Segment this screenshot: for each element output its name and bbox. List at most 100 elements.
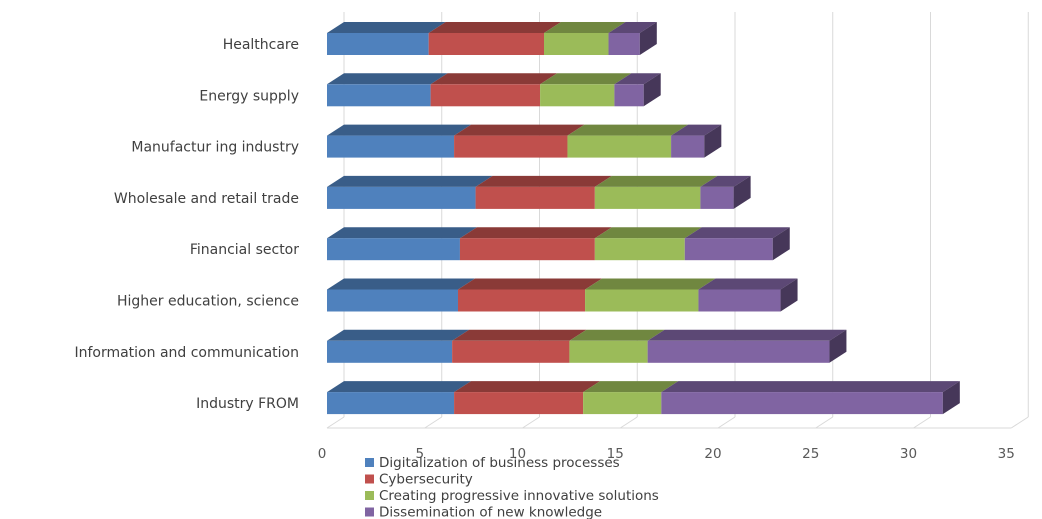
bar-segment bbox=[671, 124, 722, 158]
bar-segment bbox=[614, 73, 661, 107]
bar-segment bbox=[430, 73, 558, 107]
bar-segment-front bbox=[684, 238, 773, 261]
legend: Digitalization of business processesCybe… bbox=[365, 455, 659, 519]
legend-label: Cybersecurity bbox=[379, 472, 473, 488]
bar-segment-top bbox=[544, 22, 626, 33]
bar-segment-top bbox=[569, 329, 665, 341]
bar-segment-top bbox=[327, 329, 470, 341]
x-tick-label: 30 bbox=[900, 446, 917, 462]
x-axis-tick-labels: 0 5 10 15 20 25 30 35 bbox=[318, 446, 1015, 462]
bar-segment-front bbox=[544, 33, 609, 55]
x-tick-label: 5 bbox=[415, 446, 424, 462]
category-label: Higher education, science bbox=[117, 294, 299, 310]
floor-gridline bbox=[815, 416, 834, 429]
bar-segment bbox=[594, 227, 702, 261]
bar-segment-top bbox=[327, 227, 477, 239]
bar-segment-front bbox=[327, 135, 455, 158]
bar-segment-top bbox=[327, 73, 448, 85]
category-label: Manufactur ing industry bbox=[131, 140, 299, 156]
bar-segment-front bbox=[567, 135, 672, 158]
x-tick-label: 10 bbox=[509, 446, 526, 462]
bar-segment-top bbox=[700, 175, 751, 187]
bar-segment-top bbox=[459, 227, 612, 239]
bar-segment bbox=[661, 381, 960, 415]
bar-segment bbox=[647, 329, 847, 363]
bar-segment-front bbox=[327, 392, 455, 415]
bar-segment bbox=[684, 227, 790, 261]
bar-segment-front bbox=[327, 186, 476, 209]
bar-segment bbox=[540, 73, 632, 107]
bar-segment-front bbox=[457, 289, 586, 312]
x-tick-label: 20 bbox=[704, 446, 721, 462]
bar-segment-front bbox=[614, 84, 644, 107]
bar-segment-top bbox=[608, 22, 657, 33]
bar-end-cap bbox=[704, 124, 722, 158]
floor-gridline bbox=[619, 416, 638, 429]
bar-segment bbox=[608, 22, 657, 55]
category-label: Information and communication bbox=[74, 345, 299, 361]
bar-segment-front bbox=[540, 84, 615, 107]
bar-segment bbox=[569, 329, 665, 363]
bar-segment-front bbox=[327, 238, 460, 261]
bar-segment bbox=[327, 175, 493, 209]
bar-end-cap bbox=[643, 73, 661, 107]
bar-segment bbox=[327, 381, 472, 415]
bar-segment-front bbox=[647, 340, 830, 363]
bar-segment bbox=[327, 73, 448, 107]
floor-gridline bbox=[717, 416, 736, 429]
bar-segment-top bbox=[567, 124, 689, 136]
bar-segment-front bbox=[594, 186, 701, 209]
bar-segment-top bbox=[327, 175, 493, 187]
floor-gridline bbox=[913, 416, 931, 429]
bar-segment-front bbox=[569, 340, 648, 363]
floor-gridline bbox=[326, 416, 345, 429]
bar-segment-front bbox=[475, 186, 595, 209]
bars bbox=[327, 22, 960, 415]
category-label: Wholesale and retail trade bbox=[114, 191, 299, 207]
bar-segment bbox=[594, 175, 718, 209]
bar-segment-top bbox=[661, 381, 960, 393]
bar-segment bbox=[454, 124, 585, 158]
bar-segment-top bbox=[647, 329, 847, 341]
x-tick-label: 35 bbox=[998, 446, 1015, 462]
bar-segment-top bbox=[540, 73, 632, 85]
bar-end-cap bbox=[639, 22, 657, 55]
bar-segment-top bbox=[594, 175, 718, 187]
bar-segment-top bbox=[698, 278, 798, 290]
bar-segment-top bbox=[583, 381, 679, 393]
bar-segment bbox=[327, 329, 470, 363]
bar-segment bbox=[327, 278, 475, 312]
bar-segment bbox=[475, 175, 612, 209]
bar-segment-front bbox=[428, 33, 545, 55]
floor-gridline bbox=[424, 416, 443, 429]
bar-segment-front bbox=[671, 135, 705, 158]
bar-segment bbox=[459, 227, 612, 261]
bar-segment-front bbox=[430, 84, 541, 107]
bar-segment bbox=[457, 278, 603, 312]
bar-segment-front bbox=[700, 186, 734, 209]
bar-segment-top bbox=[684, 227, 790, 239]
bar-segment bbox=[428, 22, 562, 55]
bar-end-cap bbox=[780, 278, 798, 312]
bar-segment-front bbox=[327, 33, 429, 55]
bar-segment-front bbox=[459, 238, 595, 261]
chart-floor bbox=[326, 416, 1029, 429]
bar-segment bbox=[452, 329, 587, 363]
floor-gridline bbox=[1010, 416, 1029, 429]
bar-segment-top bbox=[614, 73, 661, 85]
bar-segment-front bbox=[594, 238, 685, 261]
bar-segment bbox=[327, 22, 446, 55]
bar-segment-front bbox=[452, 340, 570, 363]
bar-segment bbox=[454, 381, 601, 415]
x-tick-label: 25 bbox=[802, 446, 819, 462]
bar-segment bbox=[583, 381, 679, 415]
bar-segment-front bbox=[585, 289, 699, 312]
bar-segment-top bbox=[585, 278, 716, 290]
bar-segment-front bbox=[661, 392, 943, 415]
bar-segment-top bbox=[430, 73, 558, 85]
bar-segment-front bbox=[608, 33, 640, 55]
x-tick-label: 0 bbox=[318, 446, 327, 462]
bar-end-cap bbox=[829, 329, 847, 363]
legend-swatch bbox=[365, 474, 374, 484]
